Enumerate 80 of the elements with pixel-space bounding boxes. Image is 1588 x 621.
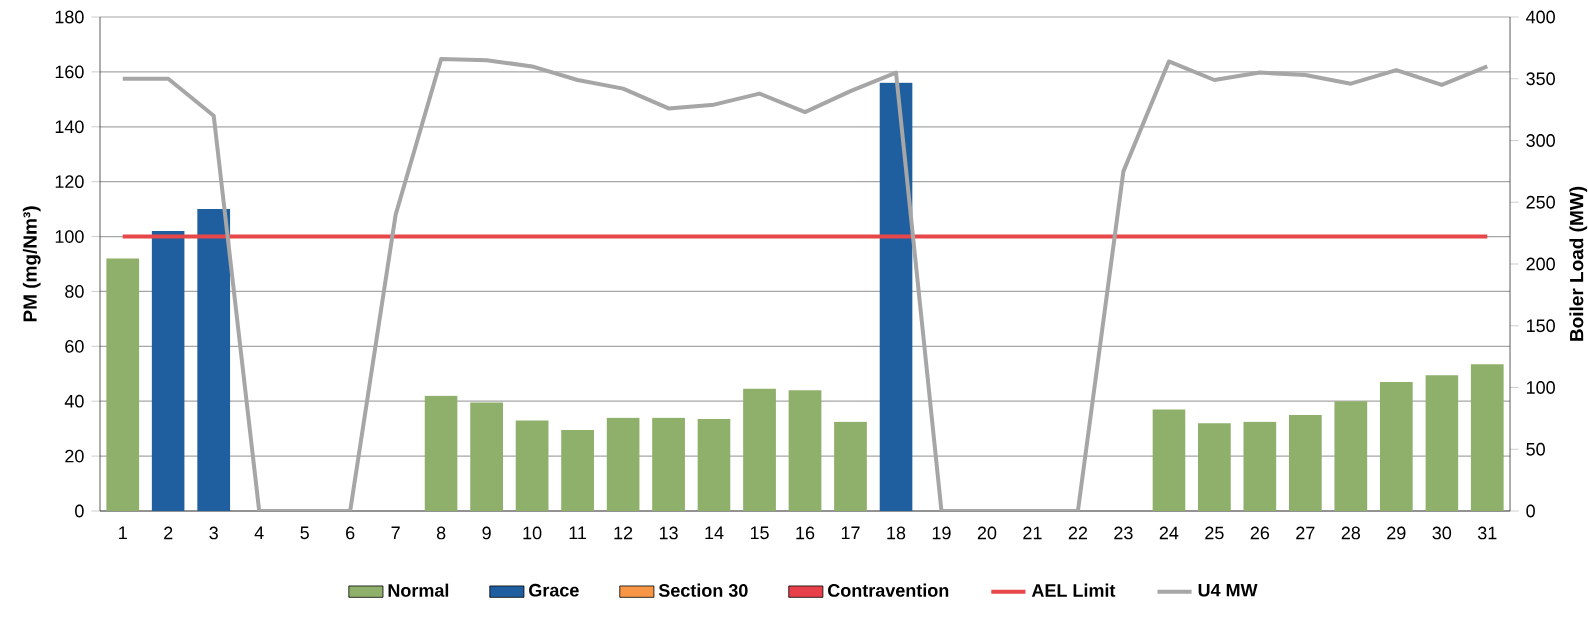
x-tick-label: 13 (659, 526, 678, 540)
bar (606, 417, 640, 511)
y-tick-label: 100 (55, 230, 84, 243)
bar (151, 231, 185, 511)
bar (561, 430, 594, 511)
bar (515, 420, 549, 511)
bar (106, 258, 140, 511)
bar (879, 82, 913, 511)
bar (197, 209, 231, 511)
y2-tick-label: 350 (1526, 72, 1555, 86)
x-tick-label: 8 (436, 526, 446, 540)
x-tick-label: 30 (1432, 526, 1452, 540)
bar (1425, 375, 1459, 511)
bar (424, 395, 458, 511)
x-tick-label: 18 (887, 526, 906, 540)
x-tick-label: 14 (705, 526, 724, 539)
x-tick-label: 28 (1341, 526, 1361, 540)
bar (1379, 382, 1413, 511)
legend-label: Normal (388, 583, 449, 597)
x-tick-label: 23 (1114, 526, 1133, 540)
x-tick-label: 15 (750, 526, 769, 540)
y2-tick-label: 0 (1526, 504, 1535, 518)
legend-label: Section 30 (658, 583, 748, 597)
y-tick-label: 20 (65, 449, 84, 463)
y2-tick-label: 300 (1526, 134, 1555, 147)
bar (1197, 423, 1231, 511)
y-axis-title: PM (mg/Nm³) (22, 206, 41, 322)
x-tick-label: 16 (796, 526, 815, 540)
x-tick-label: 29 (1387, 526, 1406, 540)
x-tick-label: 10 (523, 526, 542, 540)
bar (788, 390, 822, 511)
y-tick-label: 40 (64, 394, 84, 408)
x-tick-label: 21 (1023, 526, 1042, 540)
y-tick-label: 160 (55, 65, 84, 79)
legend-label: Grace (529, 583, 579, 597)
bar (834, 421, 867, 511)
x-tick-label: 2 (164, 526, 173, 540)
bar (1243, 421, 1277, 511)
bar (470, 402, 503, 511)
x-tick-label: 26 (1250, 526, 1270, 540)
x-tick-label: 11 (569, 526, 587, 539)
x-tick-label: 31 (1477, 526, 1497, 540)
y-tick-label: 180 (55, 10, 84, 24)
bar (652, 417, 685, 511)
y-tick-label: 80 (65, 285, 84, 298)
y-tick-label: 120 (55, 175, 84, 189)
y2-tick-label: 400 (1526, 10, 1555, 24)
y2-tick-label: 150 (1527, 319, 1555, 333)
x-tick-label: 20 (977, 526, 997, 540)
x-tick-label: 12 (614, 526, 633, 540)
x-tick-label: 1 (119, 526, 127, 539)
bar (697, 419, 731, 511)
y-tick-label: 60 (65, 339, 84, 353)
x-tick-label: 7 (391, 526, 400, 539)
x-tick-label: 9 (482, 526, 491, 540)
x-tick-label: 4 (254, 526, 264, 539)
x-tick-label: 27 (1296, 526, 1315, 540)
x-tick-label: 24 (1159, 526, 1179, 540)
y2-axis-title: Boiler Load (MW) (1569, 186, 1588, 341)
bar (1470, 364, 1504, 511)
bar (743, 388, 776, 511)
y2-tick-label: 100 (1527, 381, 1555, 394)
x-tick-label: 5 (300, 526, 309, 540)
x-tick-label: 19 (932, 526, 951, 540)
legend-label: Contravention (828, 583, 949, 597)
bar (1334, 401, 1368, 511)
legend-label: AEL Limit (1031, 583, 1116, 597)
x-tick-label: 25 (1205, 526, 1224, 540)
y-tick-label: 140 (55, 120, 84, 134)
legend-label: U4 MW (1198, 583, 1258, 597)
x-tick-label: 3 (209, 526, 218, 540)
bar (1288, 414, 1322, 511)
x-tick-label: 6 (346, 526, 355, 540)
x-tick-label: 22 (1068, 526, 1088, 540)
x-tick-label: 17 (841, 526, 860, 539)
y2-tick-label: 200 (1526, 257, 1555, 271)
bar (1152, 409, 1186, 511)
y-tick-label: 0 (75, 504, 84, 518)
y2-tick-label: 50 (1526, 442, 1545, 456)
y2-tick-label: 250 (1526, 195, 1555, 209)
